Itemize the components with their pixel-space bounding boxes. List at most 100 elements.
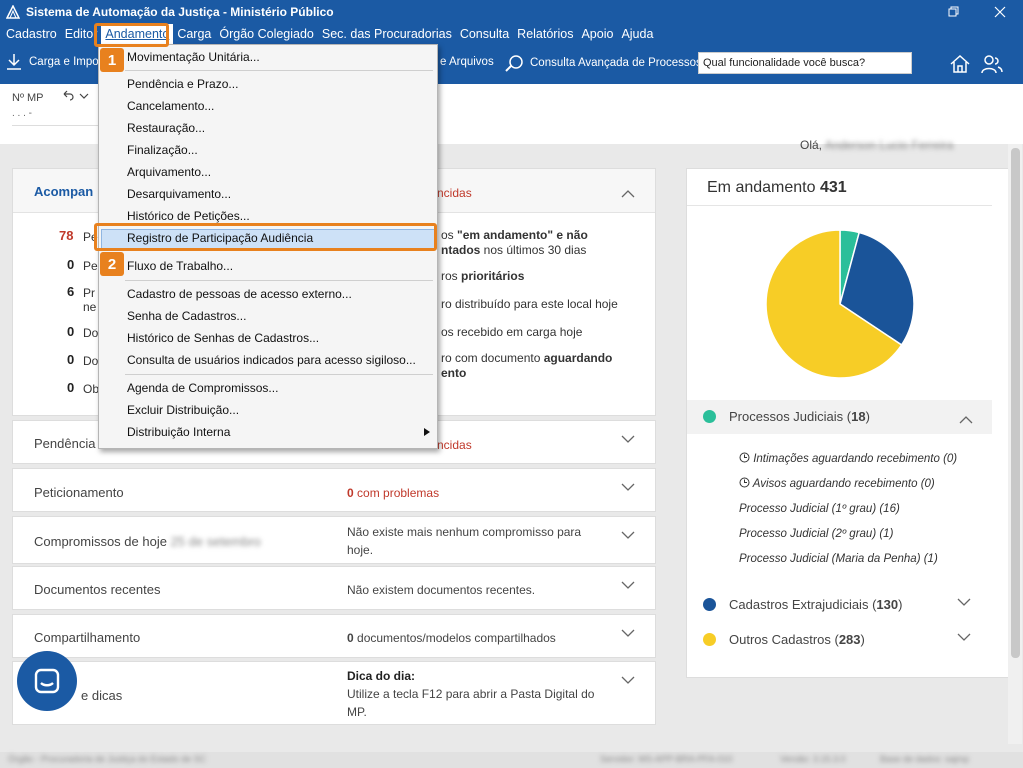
menu-ajuda[interactable]: Ajuda [621, 27, 654, 41]
menu-orgao-colegiado[interactable]: Órgão Colegiado [219, 27, 314, 41]
app-logo-icon [6, 5, 20, 19]
stat-label[interactable]: Ob [83, 382, 100, 396]
title-bar: Sistema de Automação da Justiça - Minist… [0, 0, 1023, 24]
feature-search-input[interactable]: Qual funcionalidade você busca? [698, 52, 912, 74]
menu-item-cancelamento[interactable]: Cancelamento... [127, 99, 215, 113]
em-andamento-panel: Em andamento 431 Processos Judiciais (18… [686, 168, 1021, 678]
carga-label: Carga e Impo [29, 56, 99, 68]
scrollbar-thumb[interactable] [1011, 148, 1020, 658]
group-outros-cadastros[interactable]: Outros Cadastros (283) [687, 632, 992, 647]
group-count: 130 [876, 597, 899, 612]
menu-item-finalizacao[interactable]: Finalização... [127, 143, 198, 157]
restore-window-icon[interactable] [931, 0, 977, 24]
arquivos-label: e Arquivos [440, 56, 494, 68]
menu-item-historico-peticoes[interactable]: Histórico de Petições... [127, 209, 250, 223]
stat-label[interactable]: Do [83, 326, 99, 340]
pie-slice-cadastros-extrajudiciais[interactable] [839, 231, 915, 347]
card-documentos-recentes[interactable]: Documentos recentes Não existem document… [12, 566, 656, 610]
chevron-down-icon[interactable] [957, 632, 971, 642]
home-icon[interactable] [948, 52, 972, 76]
nmp-input[interactable]: . . . - [12, 108, 102, 126]
chat-icon [34, 668, 60, 694]
stat-desc: ntados nos últimos 30 dias [441, 243, 587, 257]
card-summary: 0 documentos/modelos compartilhados [347, 631, 556, 645]
card-summary: Não existe mais nenhum compromisso para [347, 525, 582, 539]
consulta-avancada-label: Consulta Avançada de Processos [530, 57, 702, 69]
stat-num: 0 [67, 352, 75, 367]
chevron-up-icon[interactable] [959, 415, 973, 425]
menu-item-historico-senhas[interactable]: Histórico de Senhas de Cadastros... [127, 331, 320, 345]
chevron-down-icon[interactable] [621, 434, 635, 444]
callout-number-1: 1 [100, 48, 124, 72]
acompanhamento-vencidas: ncidas [437, 186, 472, 200]
menu-item-fluxo-trabalho[interactable]: Fluxo de Trabalho... [127, 259, 234, 273]
menu-cadastro[interactable]: Cadastro [6, 27, 57, 41]
group-processos-judiciais[interactable]: Processos Judiciais (18) [687, 409, 992, 424]
chevron-down-icon[interactable] [621, 530, 635, 540]
card-summary: Utilize a tecla F12 para abrir a Pasta D… [347, 687, 595, 701]
menu-sec-procuradorias[interactable]: Sec. das Procuradorias [321, 27, 452, 41]
users-icon[interactable] [980, 52, 1004, 76]
menu-item-cadastro-pessoas-externo[interactable]: Cadastro de pessoas de acesso externo... [127, 287, 352, 301]
menu-item-registro-participacao-audiencia[interactable]: Registro de Participação Audiência [127, 231, 314, 245]
stat-label[interactable]: Do [83, 354, 99, 368]
andamento-dropdown-menu: Movimentação Unitária... Pendência e Pra… [98, 44, 438, 449]
group-cadastros-extrajudiciais[interactable]: Cadastros Extrajudiciais (130) [687, 597, 992, 612]
card-compromissos[interactable]: Compromissos de hoje 25 de setembro Não … [12, 516, 656, 564]
menu-item-excluir-distribuicao[interactable]: Excluir Distribuição... [127, 403, 240, 417]
card-summary: hoje. [347, 543, 374, 557]
menu-item-movimentacao-unitaria[interactable]: Movimentação Unitária... [127, 50, 260, 64]
sub-item-2-grau[interactable]: Processo Judicial (2º grau) (1) [739, 528, 894, 540]
menu-andamento[interactable]: Andamento [101, 24, 174, 44]
stat-desc: os recebido em carga hoje [441, 325, 583, 339]
chevron-down-icon[interactable] [957, 597, 971, 607]
arquivos-button[interactable]: e Arquivos [440, 56, 494, 68]
sub-item-maria-penha[interactable]: Processo Judicial (Maria da Penha) (1) [739, 553, 938, 565]
chevron-down-icon[interactable] [621, 628, 635, 638]
menu-item-consulta-usuarios-sigiloso[interactable]: Consulta de usuários indicados para aces… [127, 353, 416, 367]
menu-item-desarquivamento[interactable]: Desarquivamento... [127, 187, 232, 201]
card-title: Compromissos de hoje 25 de setembro [34, 534, 261, 549]
chevron-down-icon[interactable] [621, 482, 635, 492]
group-name: Outros Cadastros [729, 632, 831, 647]
menu-item-arquivamento[interactable]: Arquivamento... [127, 165, 212, 179]
chevron-down-icon[interactable] [621, 675, 635, 685]
card-dicas[interactable]: e dicas Dica do dia: Utilize a tecla F12… [12, 661, 656, 725]
consulta-avancada-button[interactable]: Consulta Avançada de Processos [504, 53, 702, 73]
chat-button[interactable] [17, 651, 77, 711]
stat-label[interactable]: Pe [83, 259, 98, 273]
stat-num: 78 [59, 228, 74, 243]
sub-item-1-grau[interactable]: Processo Judicial (1º grau) (16) [739, 503, 900, 515]
card-title: Documentos recentes [34, 582, 161, 597]
menu-item-restauracao[interactable]: Restauração... [127, 121, 206, 135]
chevron-up-icon[interactable] [621, 189, 635, 199]
card-peticionamento[interactable]: Peticionamento 0 com problemas [12, 468, 656, 512]
pie-slice-outros-cadastros[interactable] [765, 229, 903, 379]
menu-item-distribuicao-interna[interactable]: Distribuição Interna [127, 425, 231, 439]
menu-consulta[interactable]: Consulta [459, 27, 510, 41]
menu-carga[interactable]: Carga [177, 27, 212, 41]
menu-editor[interactable]: Editor [64, 27, 98, 41]
chevron-down-icon[interactable] [621, 580, 635, 590]
card-title: Compartilhamento [34, 630, 141, 645]
stat-num: 0 [67, 324, 75, 339]
sub-item-intimacoes[interactable]: Intimações aguardando recebimento (0) [739, 452, 957, 465]
carga-importacao-button[interactable]: Carga e Impo [6, 53, 99, 71]
card-compartilhamento[interactable]: Compartilhamento 0 documentos/modelos co… [12, 614, 656, 658]
callout-number-2: 2 [100, 252, 124, 276]
sub-item-avisos[interactable]: Avisos aguardando recebimento (0) [739, 477, 935, 490]
status-bar: Órgão - Procuradoria de Justiça do Estad… [0, 752, 1023, 768]
stat-desc: ros prioritários [441, 269, 525, 283]
user-name: Anderson Lucio Ferreira [824, 138, 954, 152]
menu-item-senha-cadastros[interactable]: Senha de Cadastros... [127, 309, 247, 323]
menu-apoio[interactable]: Apoio [581, 27, 614, 41]
close-window-icon[interactable] [977, 0, 1023, 24]
menu-bar: Cadastro Editor Andamento Carga Órgão Co… [0, 24, 1023, 44]
undo-dropdown-icon[interactable] [60, 90, 90, 102]
menu-item-pendencia-prazo[interactable]: Pendência e Prazo... [127, 77, 239, 91]
stat-label[interactable]: Pr [83, 286, 95, 300]
menu-item-agenda-compromissos[interactable]: Agenda de Compromissos... [127, 381, 279, 395]
stat-label: ne [83, 300, 97, 314]
menu-relatorios[interactable]: Relatórios [517, 27, 574, 41]
card-summary: 0 com problemas [347, 486, 440, 500]
